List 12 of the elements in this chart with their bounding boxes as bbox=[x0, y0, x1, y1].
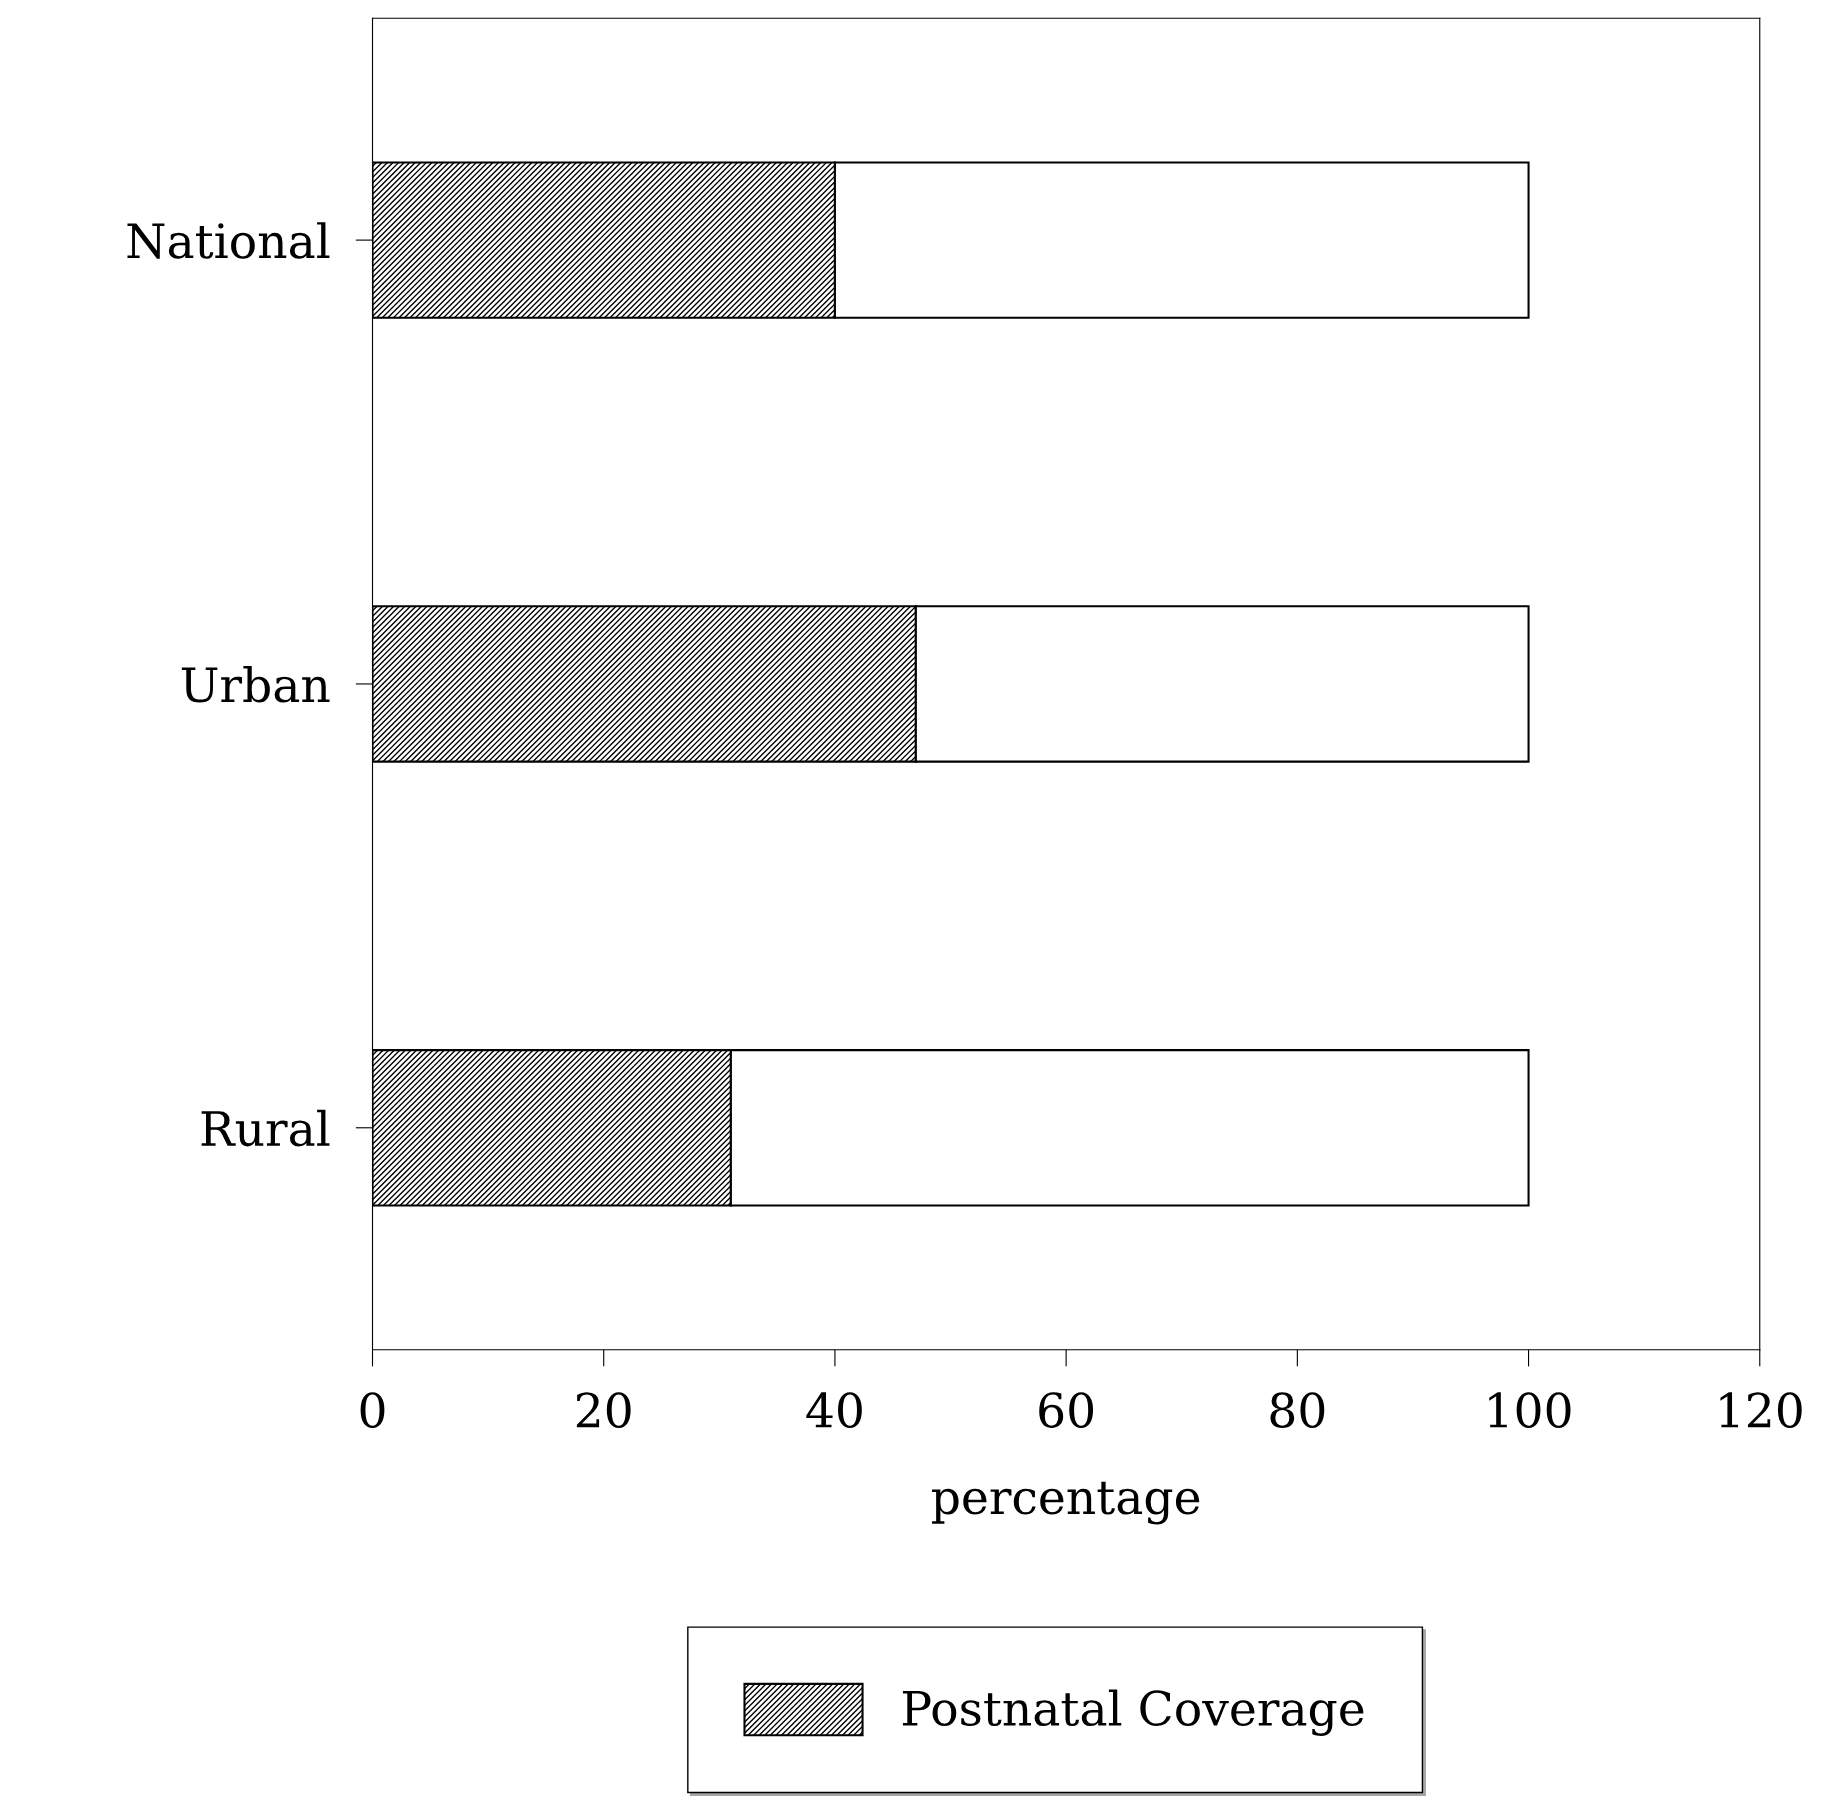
y-tick-label: National bbox=[127, 222, 330, 259]
x-tick-label: 100 bbox=[1489, 1392, 1571, 1428]
x-axis-title: percentage bbox=[932, 1481, 1200, 1525]
x-tick-label: 60 bbox=[1039, 1392, 1094, 1428]
x-tick-label: 80 bbox=[1270, 1392, 1325, 1428]
y-tick-label: Urban bbox=[181, 666, 330, 703]
x-tick-label: 0 bbox=[360, 1392, 385, 1428]
x-tick-label: 120 bbox=[1720, 1392, 1802, 1428]
x-tick-label: 20 bbox=[576, 1392, 631, 1428]
y-tick-label: Rural bbox=[201, 1109, 330, 1147]
legend-label: Postnatal Coverage bbox=[902, 1689, 1364, 1736]
x-tick-label: 40 bbox=[806, 1392, 862, 1428]
